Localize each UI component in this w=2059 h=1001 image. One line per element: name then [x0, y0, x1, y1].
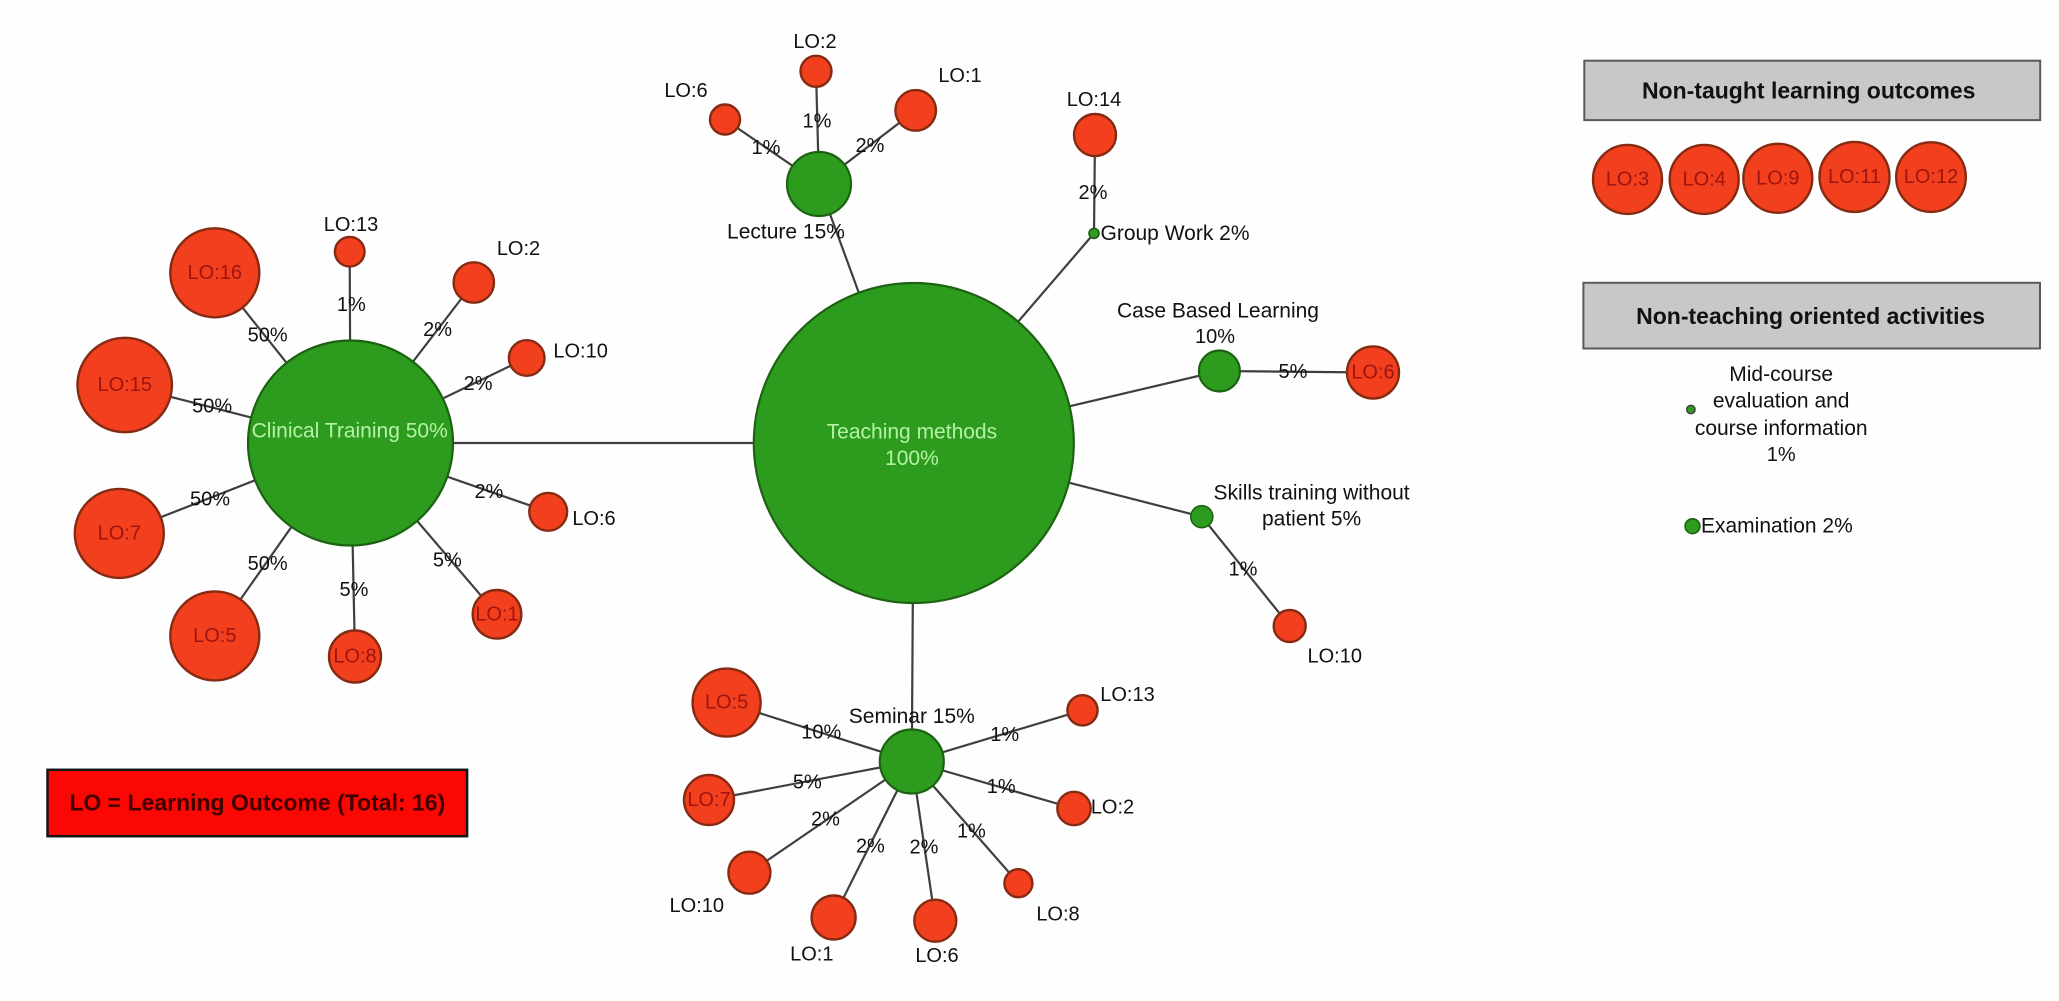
svg-text:Non-taught learning outcomes: Non-taught learning outcomes — [1642, 77, 1976, 103]
svg-text:2%: 2% — [1079, 182, 1108, 204]
svg-text:LO:15: LO:15 — [97, 374, 151, 396]
svg-text:LO:13: LO:13 — [1100, 684, 1154, 706]
svg-text:LO:8: LO:8 — [1036, 904, 1079, 926]
svg-text:LO:9: LO:9 — [1756, 167, 1799, 189]
svg-text:1%: 1% — [1767, 444, 1796, 466]
svg-text:Case Based Learning: Case Based Learning — [1117, 300, 1319, 323]
svg-text:Examination 2%: Examination 2% — [1701, 515, 1853, 538]
svg-text:2%: 2% — [856, 835, 885, 857]
svg-text:LO:7: LO:7 — [98, 522, 141, 544]
svg-text:Group Work 2%: Group Work 2% — [1101, 222, 1250, 245]
svg-text:Non-teaching oriented activiti: Non-teaching oriented activities — [1636, 303, 1985, 329]
svg-text:1%: 1% — [337, 294, 366, 316]
svg-text:Clinical Training 50%: Clinical Training 50% — [252, 419, 448, 442]
svg-text:LO:1: LO:1 — [790, 943, 833, 965]
svg-text:1%: 1% — [990, 724, 1019, 746]
svg-text:Lecture 15%: Lecture 15% — [727, 221, 845, 244]
svg-text:1%: 1% — [752, 137, 781, 159]
svg-text:Mid-course: Mid-course — [1729, 363, 1833, 386]
svg-text:LO:10: LO:10 — [553, 341, 607, 363]
svg-text:LO:6: LO:6 — [572, 508, 615, 530]
svg-text:Skills training without: Skills training without — [1214, 482, 1410, 505]
svg-text:5%: 5% — [340, 579, 369, 601]
svg-text:patient 5%: patient 5% — [1262, 507, 1361, 530]
svg-text:LO:11: LO:11 — [1828, 166, 1881, 188]
svg-text:50%: 50% — [190, 488, 230, 510]
svg-text:Seminar 15%: Seminar 15% — [849, 705, 975, 728]
svg-text:LO:10: LO:10 — [1307, 645, 1361, 667]
svg-text:LO:1: LO:1 — [938, 65, 981, 87]
svg-text:2%: 2% — [811, 808, 840, 830]
svg-text:LO:14: LO:14 — [1067, 89, 1121, 111]
svg-text:LO:16: LO:16 — [188, 262, 242, 284]
svg-text:LO:2: LO:2 — [1091, 797, 1134, 819]
svg-text:10%: 10% — [801, 721, 841, 743]
svg-text:5%: 5% — [1279, 361, 1308, 383]
svg-text:Teaching methods: Teaching methods — [827, 420, 997, 443]
svg-text:LO:10: LO:10 — [670, 895, 724, 917]
svg-text:LO:5: LO:5 — [193, 625, 236, 647]
svg-text:LO:6: LO:6 — [1351, 362, 1394, 384]
svg-text:1%: 1% — [1229, 559, 1258, 581]
svg-text:LO = Learning Outcome (Total:: LO = Learning Outcome (Total: 16) — [69, 789, 445, 815]
svg-text:LO:7: LO:7 — [687, 789, 730, 811]
svg-text:1%: 1% — [803, 111, 832, 133]
svg-text:LO:6: LO:6 — [664, 80, 707, 102]
svg-text:LO:1: LO:1 — [475, 603, 518, 625]
svg-text:1%: 1% — [957, 821, 986, 843]
svg-text:5%: 5% — [433, 549, 462, 571]
svg-text:50%: 50% — [248, 553, 288, 575]
svg-text:evaluation and: evaluation and — [1713, 390, 1850, 413]
svg-text:LO:8: LO:8 — [333, 646, 376, 668]
svg-text:LO:12: LO:12 — [1904, 166, 1958, 188]
svg-text:50%: 50% — [192, 396, 232, 418]
svg-text:2%: 2% — [464, 373, 493, 395]
svg-text:LO:3: LO:3 — [1606, 168, 1649, 190]
svg-text:LO:2: LO:2 — [793, 31, 836, 53]
svg-text:LO:13: LO:13 — [324, 214, 378, 236]
svg-text:2%: 2% — [856, 135, 885, 157]
svg-text:course information: course information — [1695, 417, 1868, 440]
svg-text:LO:2: LO:2 — [497, 238, 540, 260]
svg-text:2%: 2% — [474, 481, 503, 503]
svg-text:LO:5: LO:5 — [705, 692, 748, 714]
svg-text:LO:4: LO:4 — [1683, 168, 1726, 190]
svg-text:2%: 2% — [910, 836, 939, 858]
svg-text:10%: 10% — [1195, 326, 1235, 348]
svg-text:100%: 100% — [885, 447, 939, 470]
svg-text:5%: 5% — [793, 772, 822, 794]
svg-text:LO:6: LO:6 — [915, 945, 958, 967]
svg-text:1%: 1% — [987, 776, 1016, 798]
svg-text:50%: 50% — [248, 324, 288, 346]
svg-text:2%: 2% — [423, 319, 452, 341]
